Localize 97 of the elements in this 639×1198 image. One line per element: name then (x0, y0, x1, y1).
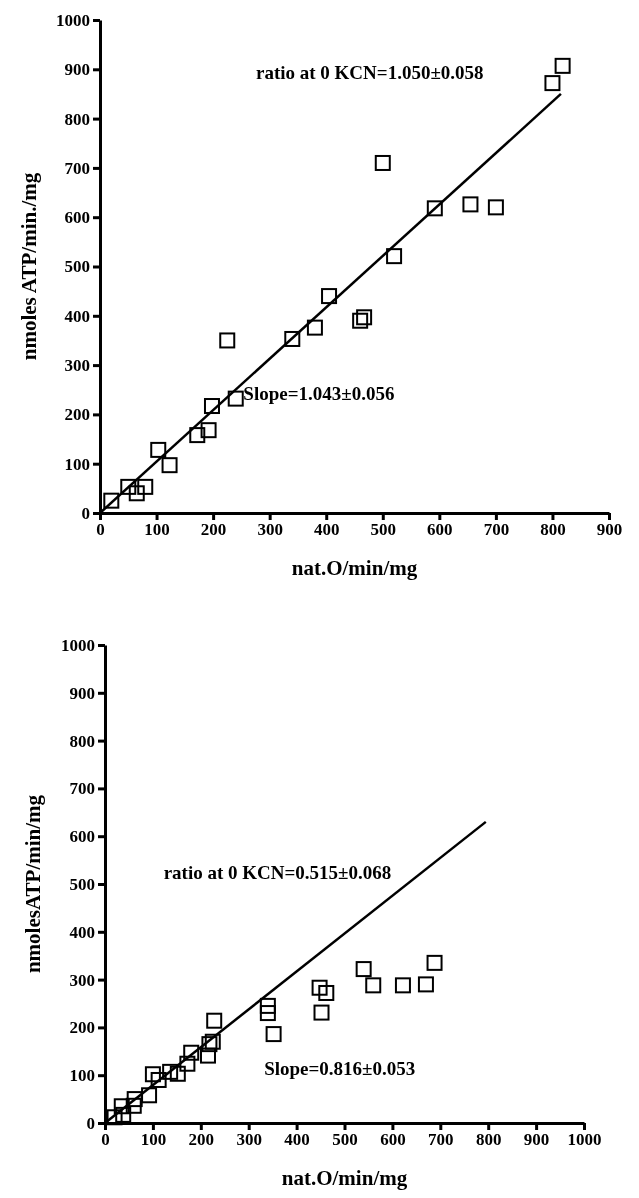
x-tick-label: 600 (427, 520, 453, 540)
point (259, 997, 276, 1014)
x-tick-label: 500 (332, 1130, 358, 1150)
point (169, 1065, 186, 1082)
point (183, 1044, 200, 1061)
point (115, 1106, 132, 1123)
point (189, 427, 206, 444)
y-tick-label: 0 (81, 503, 90, 523)
x-tick-label: 600 (380, 1130, 406, 1150)
point (311, 979, 328, 996)
y-tick-label: 200 (69, 1018, 95, 1038)
point (355, 961, 372, 978)
point (113, 1098, 130, 1115)
x-tick-label: 700 (428, 1130, 454, 1150)
x-tick-label: 700 (483, 520, 510, 540)
y-tick-label: 300 (69, 970, 95, 990)
point (141, 1087, 158, 1104)
x-tick-label: 900 (596, 520, 623, 540)
x-tick-label: 300 (257, 520, 283, 540)
point (356, 309, 373, 326)
point (144, 1066, 161, 1083)
y-tick-label: 800 (69, 731, 95, 751)
y-tick-label: 900 (69, 683, 95, 703)
point (126, 1091, 143, 1108)
x-tick-label: 100 (144, 520, 170, 540)
point (206, 1012, 223, 1029)
point (374, 154, 391, 171)
point (426, 954, 443, 971)
y-tick-label: 600 (69, 827, 95, 847)
annotation: Slope=1.043±0.056 (243, 382, 395, 404)
y-tick-label: 900 (64, 60, 90, 80)
y-tick-label: 500 (69, 874, 95, 894)
point (161, 457, 178, 474)
x-tick-label: 800 (475, 1130, 502, 1150)
point (462, 196, 479, 213)
x-axis-title: nat.O/min/mg (281, 1166, 408, 1190)
x-tick-label: 800 (540, 520, 566, 540)
point (259, 1005, 276, 1022)
point (321, 288, 338, 305)
y-axis-title: nmolesATP/min/mg (21, 794, 45, 974)
y-tick-label: 200 (64, 405, 90, 425)
point (128, 485, 145, 502)
annotation: ratio at 0 KCN=1.050±0.058 (255, 62, 484, 84)
x-tick-label: 400 (284, 1130, 310, 1150)
y-tick-label: 400 (69, 922, 95, 942)
y-tick-label: 400 (64, 306, 90, 326)
x-tick-label: 200 (200, 520, 227, 540)
point (365, 977, 382, 994)
x-tick-label: 500 (370, 520, 397, 540)
annotation: Slope=0.816±0.053 (264, 1058, 416, 1080)
point (313, 1004, 330, 1021)
x-tick-label: 900 (523, 1130, 550, 1150)
point (179, 1055, 196, 1072)
y-tick-label: 700 (64, 158, 90, 178)
point (120, 478, 137, 495)
y-tick-label: 100 (64, 454, 90, 474)
x-tick-label: 400 (313, 520, 340, 540)
x-tick-label: 200 (188, 1130, 215, 1150)
point (386, 248, 403, 265)
x-tick-label: 0 (101, 1130, 110, 1150)
x-tick-label: 100 (140, 1130, 167, 1150)
y-tick-label: 100 (69, 1066, 95, 1086)
annotation: ratio at 0 KCN=0.515±0.068 (163, 862, 392, 884)
point (554, 57, 571, 74)
point (487, 199, 504, 216)
point (203, 398, 220, 415)
y-tick-label: 800 (64, 109, 90, 129)
point (306, 319, 323, 336)
point (284, 330, 301, 347)
y-tick-label: 300 (64, 356, 90, 376)
point (125, 1097, 142, 1114)
point (199, 1047, 216, 1064)
point (394, 977, 411, 994)
point (162, 1063, 179, 1080)
point (150, 1071, 167, 1088)
point (219, 332, 236, 349)
point (103, 492, 120, 509)
point (227, 390, 244, 407)
y-tick-label: 600 (64, 208, 90, 228)
y-tick-label: 0 (86, 1113, 95, 1133)
point (150, 441, 167, 458)
point (426, 200, 443, 217)
x-axis-title: nat.O/min/mg (291, 556, 418, 580)
y-axis-title: nmoles ATP/min./mg (17, 172, 41, 361)
point (265, 1026, 282, 1043)
y-tick-label: 1000 (61, 635, 95, 655)
point (200, 422, 217, 439)
point (318, 984, 335, 1001)
y-tick-label: 500 (64, 257, 90, 277)
x-tick-label: 300 (236, 1130, 262, 1150)
x-tick-label: 1000 (567, 1130, 602, 1150)
point (544, 75, 561, 92)
point (352, 312, 369, 329)
point (417, 976, 434, 993)
point (137, 478, 154, 495)
y-tick-label: 1000 (56, 10, 90, 30)
y-tick-label: 700 (69, 779, 95, 799)
